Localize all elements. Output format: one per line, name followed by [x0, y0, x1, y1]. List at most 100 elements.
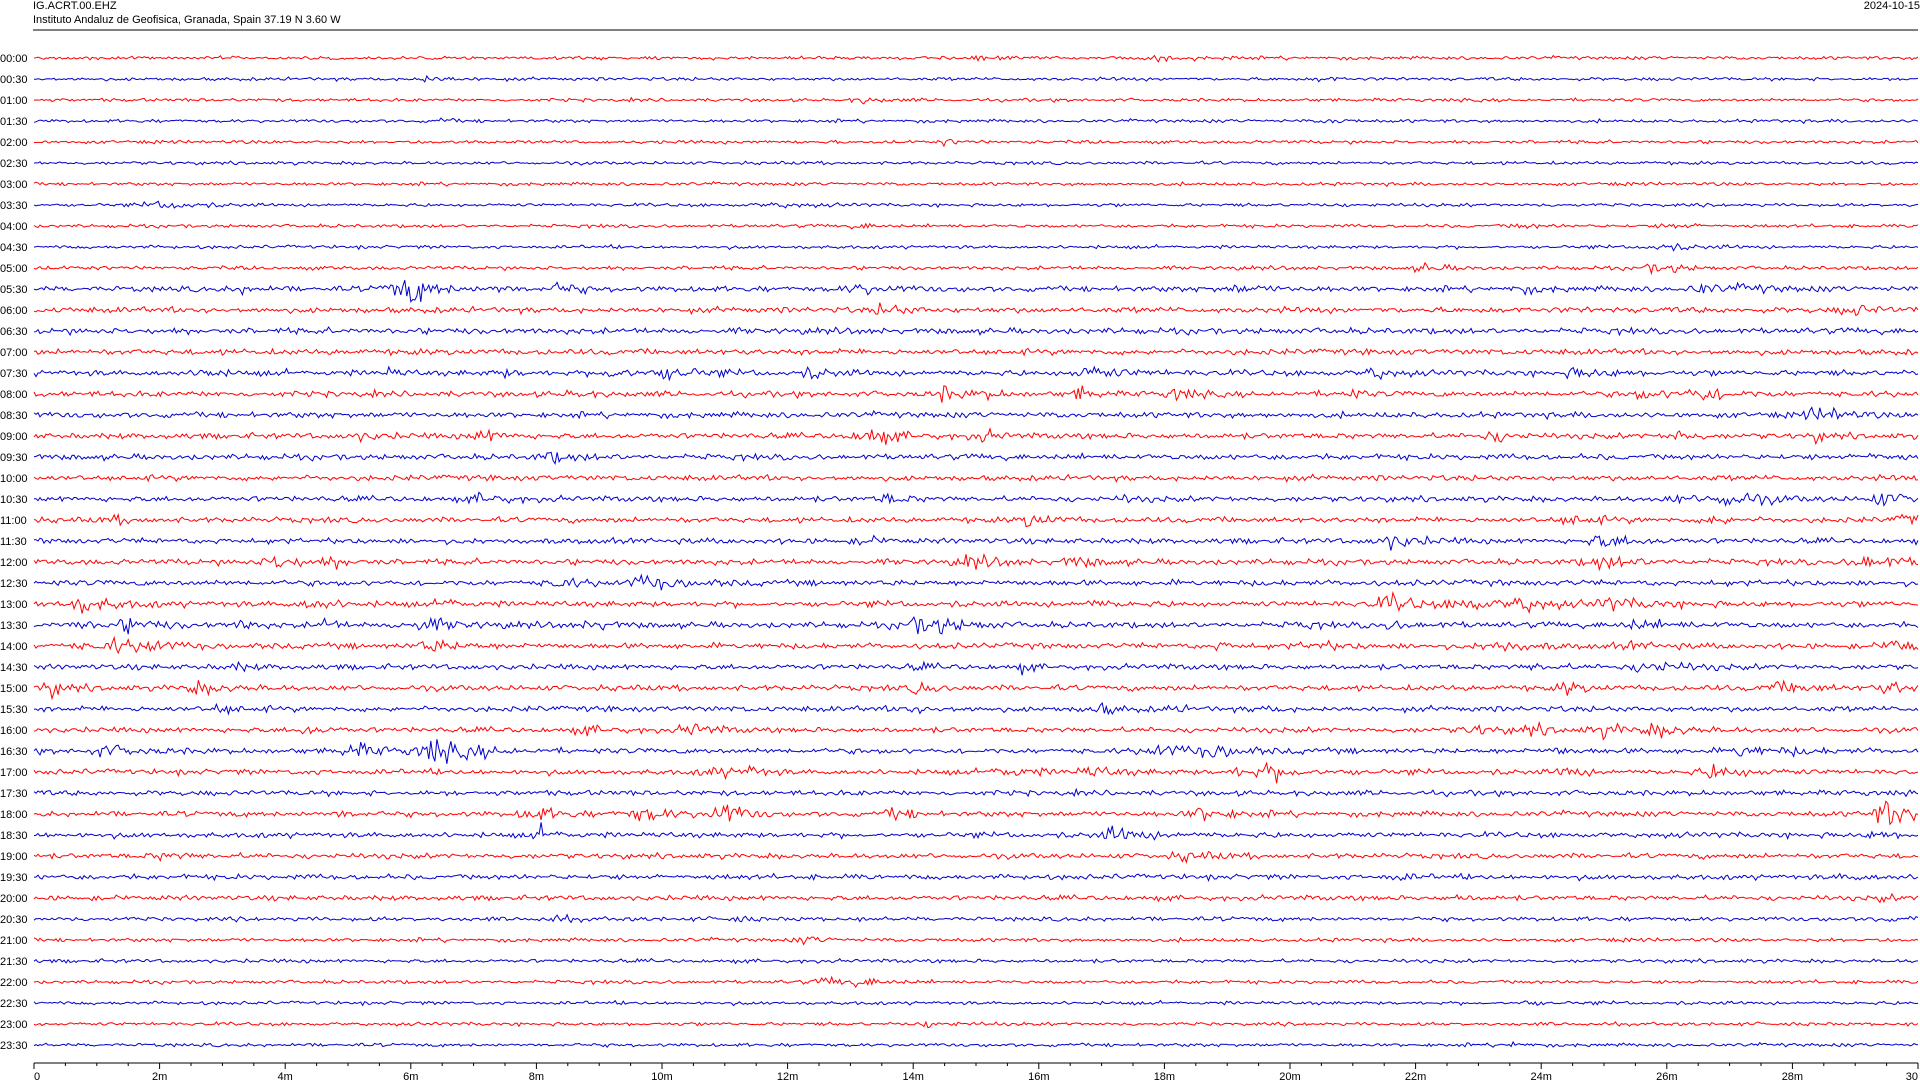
hour-label: 23:30: [0, 1040, 28, 1052]
seismic-trace: [33, 326, 1919, 337]
hour-label: 02:00: [0, 137, 28, 149]
hour-label: 06:30: [0, 326, 28, 338]
seismic-trace: [33, 590, 1919, 615]
seismic-trace: [33, 739, 1919, 764]
seismic-trace: [33, 200, 1919, 209]
hour-label: 13:30: [0, 620, 28, 632]
hour-label: 22:00: [0, 977, 28, 989]
x-tick-label: 26m: [1656, 1071, 1677, 1080]
hour-label: 20:30: [0, 914, 28, 926]
x-tick-label: 24m: [1530, 1071, 1551, 1080]
hour-label: 14:30: [0, 662, 28, 674]
seismic-trace: [33, 473, 1919, 483]
x-tick-label: 10m: [651, 1071, 672, 1080]
x-tick-label: 14m: [902, 1071, 923, 1080]
hour-label: 10:00: [0, 473, 28, 485]
hour-label: 04:00: [0, 221, 28, 233]
seismic-trace: [33, 302, 1919, 317]
hour-label: 19:00: [0, 851, 28, 863]
seismic-trace: [33, 347, 1919, 357]
hour-label: 22:30: [0, 998, 28, 1010]
hour-label: 07:00: [0, 347, 28, 359]
hour-label: 11:30: [0, 536, 27, 548]
hour-label: 04:30: [0, 242, 28, 254]
seismic-trace: [33, 365, 1919, 382]
x-tick-label: 2m: [152, 1071, 167, 1080]
station-code: IG.ACRT.00.EHZ: [33, 0, 117, 12]
x-tick-label: 4m: [278, 1071, 293, 1080]
seismic-trace: [34, 138, 1919, 148]
hour-label: 13:00: [0, 599, 28, 611]
hour-label: 03:30: [0, 200, 28, 212]
seismic-trace: [33, 117, 1919, 125]
seismic-trace: [33, 701, 1919, 716]
x-tick-label: 12m: [777, 1071, 798, 1080]
hour-label: 08:30: [0, 410, 28, 422]
seismic-trace: [33, 936, 1919, 946]
seismic-trace: [33, 427, 1919, 446]
institute-location: Instituto Andaluz de Geofisica, Granada,…: [33, 14, 341, 26]
hour-label: 12:00: [0, 557, 28, 569]
seismic-trace: [33, 850, 1919, 864]
hour-label: 09:00: [0, 431, 28, 443]
seismic-trace: [34, 491, 1919, 507]
seismic-trace: [33, 615, 1919, 635]
seismic-trace: [33, 787, 1919, 798]
seismic-trace: [34, 872, 1919, 883]
hour-label: 15:00: [0, 683, 28, 695]
hour-label: 08:00: [0, 389, 28, 401]
seismic-trace: [33, 800, 1919, 826]
hour-label: 06:00: [0, 305, 28, 317]
seismic-trace: [33, 385, 1919, 403]
hour-label: 20:00: [0, 893, 28, 905]
seismic-trace: [33, 635, 1919, 655]
seismic-trace: [33, 957, 1919, 965]
x-tick-label: 30: [1906, 1071, 1918, 1080]
seismic-trace: [33, 180, 1919, 188]
hour-label: 23:00: [0, 1019, 28, 1031]
seismic-trace: [33, 573, 1919, 591]
seismic-trace: [33, 999, 1919, 1007]
seismic-trace: [33, 242, 1919, 252]
hour-label: 01:30: [0, 116, 28, 128]
seismic-trace: [33, 660, 1919, 676]
hour-label: 07:30: [0, 368, 28, 380]
seismic-trace: [33, 261, 1919, 276]
hour-label: 01:00: [0, 95, 28, 107]
hour-label: 19:30: [0, 872, 28, 884]
seismic-trace: [33, 892, 1919, 904]
hour-label: 14:00: [0, 641, 28, 653]
hour-label: 05:30: [0, 284, 28, 296]
seismic-trace: [33, 512, 1919, 528]
seismic-trace: [33, 54, 1919, 63]
hour-label: 16:00: [0, 725, 28, 737]
hour-label: 18:30: [0, 830, 28, 842]
hour-label: 00:30: [0, 74, 28, 86]
hour-label: 10:30: [0, 494, 28, 506]
x-tick-label: 22m: [1405, 1071, 1426, 1080]
seismic-trace: [33, 222, 1919, 230]
seismic-trace: [33, 679, 1919, 701]
seismic-trace: [33, 1020, 1919, 1029]
hour-label: 00:00: [0, 53, 28, 65]
x-tick-label: 16m: [1028, 1071, 1049, 1080]
x-tick-label: 28m: [1782, 1071, 1803, 1080]
seismic-trace: [33, 451, 1919, 466]
seismic-trace: [33, 1040, 1919, 1049]
seismic-trace: [33, 96, 1919, 105]
seismic-trace: [34, 74, 1919, 83]
x-tick-label: 18m: [1154, 1071, 1175, 1080]
seismic-trace: [33, 975, 1919, 989]
x-tick-label: 20m: [1279, 1071, 1300, 1080]
plot-date: 2024-10-15: [1863, 0, 1920, 12]
hour-label: 21:30: [0, 956, 28, 968]
seismic-trace: [33, 822, 1919, 841]
hour-label: 17:00: [0, 767, 28, 779]
seismic-trace: [33, 913, 1919, 924]
seismic-trace: [33, 406, 1919, 421]
hour-label: 16:30: [0, 746, 28, 758]
hour-label: 12:30: [0, 578, 28, 590]
seismic-trace: [33, 720, 1919, 741]
seismic-trace: [33, 761, 1919, 784]
